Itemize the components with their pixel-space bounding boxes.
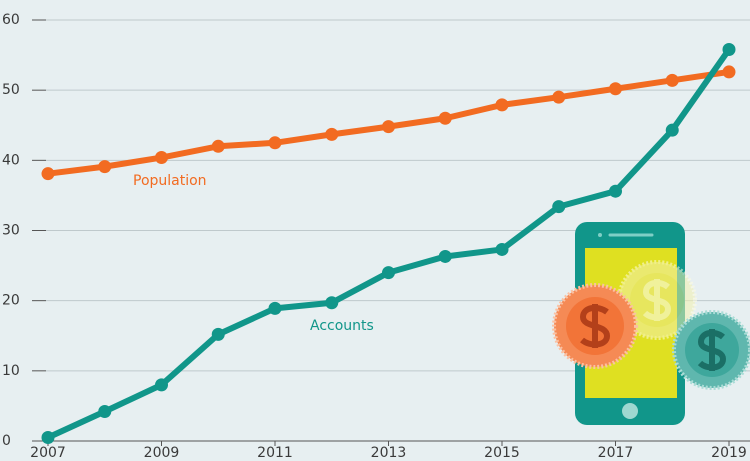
data-point <box>382 120 395 133</box>
data-point <box>42 431 55 444</box>
y-tick-label: 20 <box>2 293 20 309</box>
data-point <box>439 250 452 263</box>
data-point <box>269 136 282 149</box>
chart: 0 10 20 30 40 50 60 2007 2009 2011 2013 2015 2017 201… <box>0 0 750 461</box>
x-tick-label: 2013 <box>371 445 407 461</box>
phone-camera <box>598 233 602 237</box>
y-tick-label: 30 <box>2 223 20 239</box>
data-point <box>723 65 736 78</box>
data-point <box>325 128 338 141</box>
data-point <box>609 82 622 95</box>
y-tick-label: 0 <box>2 433 11 449</box>
series-label: Accounts <box>310 318 374 334</box>
x-tick-label: 2007 <box>30 445 66 461</box>
x-tick-label: 2017 <box>598 445 634 461</box>
y-tick-label: 10 <box>2 363 20 379</box>
data-point <box>42 167 55 180</box>
y-tick-label: 50 <box>2 82 20 98</box>
phone-button <box>622 403 638 419</box>
x-tick-label: 2009 <box>144 445 180 461</box>
data-point <box>212 328 225 341</box>
data-point <box>552 91 565 104</box>
data-point <box>155 151 168 164</box>
coin <box>674 312 750 388</box>
series-label: Population <box>133 173 207 189</box>
x-tick-label: 2015 <box>484 445 520 461</box>
y-tick-label: 40 <box>2 152 20 168</box>
x-tick-label: 2011 <box>257 445 293 461</box>
x-tick-label: 2019 <box>711 445 747 461</box>
data-point <box>269 302 282 315</box>
data-point <box>666 124 679 137</box>
data-point <box>496 98 509 111</box>
coin <box>554 285 636 367</box>
data-point <box>325 296 338 309</box>
data-point <box>98 160 111 173</box>
data-point <box>552 200 565 213</box>
y-tick-label: 60 <box>2 12 20 28</box>
data-point <box>155 378 168 391</box>
data-point <box>609 185 622 198</box>
data-point <box>98 405 111 418</box>
data-point <box>382 266 395 279</box>
data-point <box>439 112 452 125</box>
data-point <box>496 243 509 256</box>
data-point <box>666 74 679 87</box>
data-point <box>212 140 225 153</box>
data-point <box>723 43 736 56</box>
